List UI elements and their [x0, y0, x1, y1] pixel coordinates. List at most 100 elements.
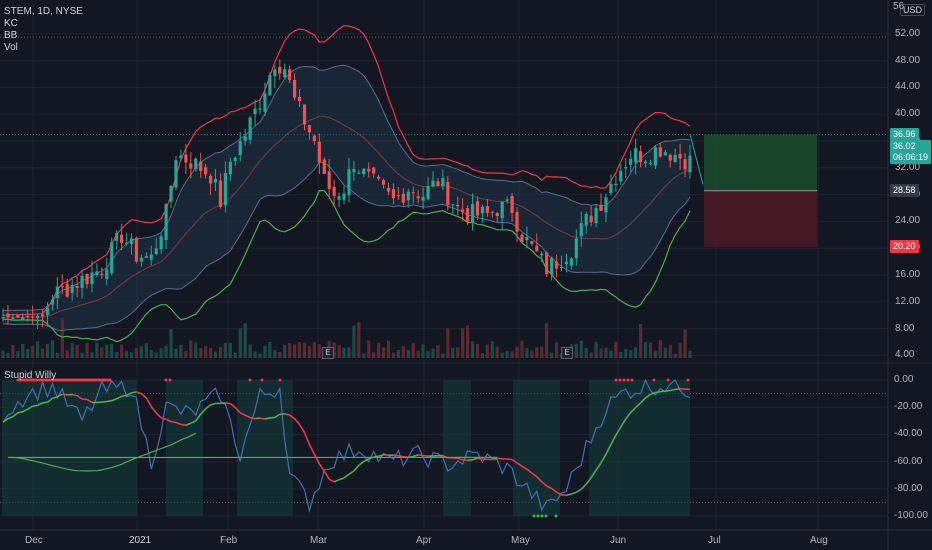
- volume-bar: [149, 349, 153, 358]
- time-tick-label: Dec: [25, 535, 43, 546]
- volume-bar: [653, 350, 658, 358]
- volume-bar: [80, 352, 84, 358]
- volume-bar: [129, 352, 134, 358]
- candle-body: [238, 141, 242, 156]
- earnings-badge[interactable]: E: [322, 347, 334, 359]
- volume-bar: [293, 344, 297, 358]
- volume-bar: [208, 347, 213, 358]
- candle-body: [520, 234, 524, 243]
- volume-bar: [638, 323, 643, 358]
- volume-bar: [451, 347, 455, 358]
- candle-body: [228, 161, 232, 175]
- oscillator-zone: [166, 380, 203, 516]
- candle-body: [362, 168, 366, 175]
- candle-body: [584, 214, 588, 226]
- candle-body: [218, 180, 223, 207]
- oscillator-tick-label: -40.00: [894, 428, 923, 440]
- candle-body: [199, 161, 203, 171]
- candle-body: [110, 242, 114, 274]
- time-tick-label: 2021: [129, 535, 152, 546]
- volume-bar: [134, 347, 139, 358]
- oscillator-zone: [513, 380, 560, 516]
- candle-body: [223, 172, 228, 206]
- volume-bar: [283, 345, 287, 358]
- volume-bar: [688, 350, 692, 358]
- candle-body: [278, 66, 282, 74]
- candle-body: [480, 206, 485, 214]
- oscillator-legend[interactable]: Stupid Willy: [4, 370, 57, 381]
- candle-body: [535, 245, 539, 252]
- oversold-dot: [536, 514, 540, 518]
- candle-body: [55, 286, 59, 299]
- candle-body: [678, 154, 682, 159]
- kc-legend[interactable]: KC: [4, 18, 18, 29]
- time-tick-label: Jul: [708, 535, 721, 546]
- candle-body: [159, 236, 163, 250]
- volume-bar: [377, 342, 381, 358]
- price-tag: 20.20: [890, 239, 919, 253]
- volume-bar: [485, 344, 489, 358]
- volume-bar: [480, 353, 485, 358]
- candle-body: [35, 315, 40, 319]
- candle-body: [297, 96, 302, 102]
- volume-bar: [307, 346, 312, 358]
- candle-body: [248, 117, 252, 140]
- price-tick-label: 8.00: [895, 322, 915, 334]
- candle-body: [268, 75, 272, 96]
- candle-body: [90, 272, 94, 285]
- overbought-dot: [164, 378, 168, 382]
- volume-bar: [530, 350, 534, 358]
- volume-bar: [520, 340, 524, 358]
- oscillator-tick-label: -80.00: [894, 482, 923, 494]
- candle-body: [120, 234, 124, 243]
- earnings-badge[interactable]: E: [561, 347, 573, 359]
- volume-bar: [342, 347, 346, 358]
- long-position-tool[interactable]: [689, 134, 817, 247]
- time-tick-label: May: [511, 535, 530, 546]
- volume-bar: [643, 342, 648, 358]
- vol-legend[interactable]: Vol: [4, 42, 18, 53]
- bb-legend[interactable]: BB: [4, 30, 18, 41]
- volume-bar: [604, 347, 608, 358]
- candle-body: [564, 261, 569, 264]
- candle-body: [530, 241, 534, 244]
- volume-bar: [629, 350, 633, 358]
- candle-body: [204, 167, 208, 175]
- volume-bar: [362, 353, 366, 358]
- volume-bar: [396, 349, 400, 358]
- candle-body: [65, 284, 69, 297]
- volume-bar: [238, 328, 242, 358]
- volume-bar: [495, 346, 499, 358]
- volume-bar: [144, 343, 148, 358]
- volume-bar: [55, 352, 59, 358]
- oscillator-zone: [443, 380, 471, 516]
- volume-bar: [253, 351, 257, 358]
- time-tick-label: Aug: [810, 535, 828, 546]
- symbol-legend[interactable]: STEM, 1D, NYSE: [4, 6, 83, 17]
- candle-body: [441, 178, 445, 187]
- oversold-dot: [532, 514, 536, 518]
- volume-bar: [663, 347, 667, 358]
- candle-body: [164, 204, 168, 241]
- volume-bar: [278, 352, 282, 358]
- candle-body: [243, 136, 247, 141]
- candle-body: [401, 193, 405, 203]
- volume-bar: [579, 340, 583, 358]
- volume-bar: [273, 349, 277, 358]
- volume-bar: [60, 318, 64, 358]
- volume-bar: [268, 341, 272, 358]
- candle-body: [179, 155, 183, 159]
- volume-bar: [40, 348, 45, 358]
- volume-bar: [115, 352, 119, 358]
- currency-badge[interactable]: USD: [900, 4, 926, 16]
- volume-bar: [456, 347, 460, 358]
- candle-body: [288, 69, 292, 81]
- candle-body: [208, 175, 213, 184]
- candle-body: [436, 181, 440, 187]
- volume-bar: [441, 353, 445, 358]
- overbought-dot: [278, 378, 282, 382]
- volume-bar: [535, 347, 539, 358]
- candle-body: [505, 199, 509, 201]
- time-tick-label: Apr: [416, 535, 432, 546]
